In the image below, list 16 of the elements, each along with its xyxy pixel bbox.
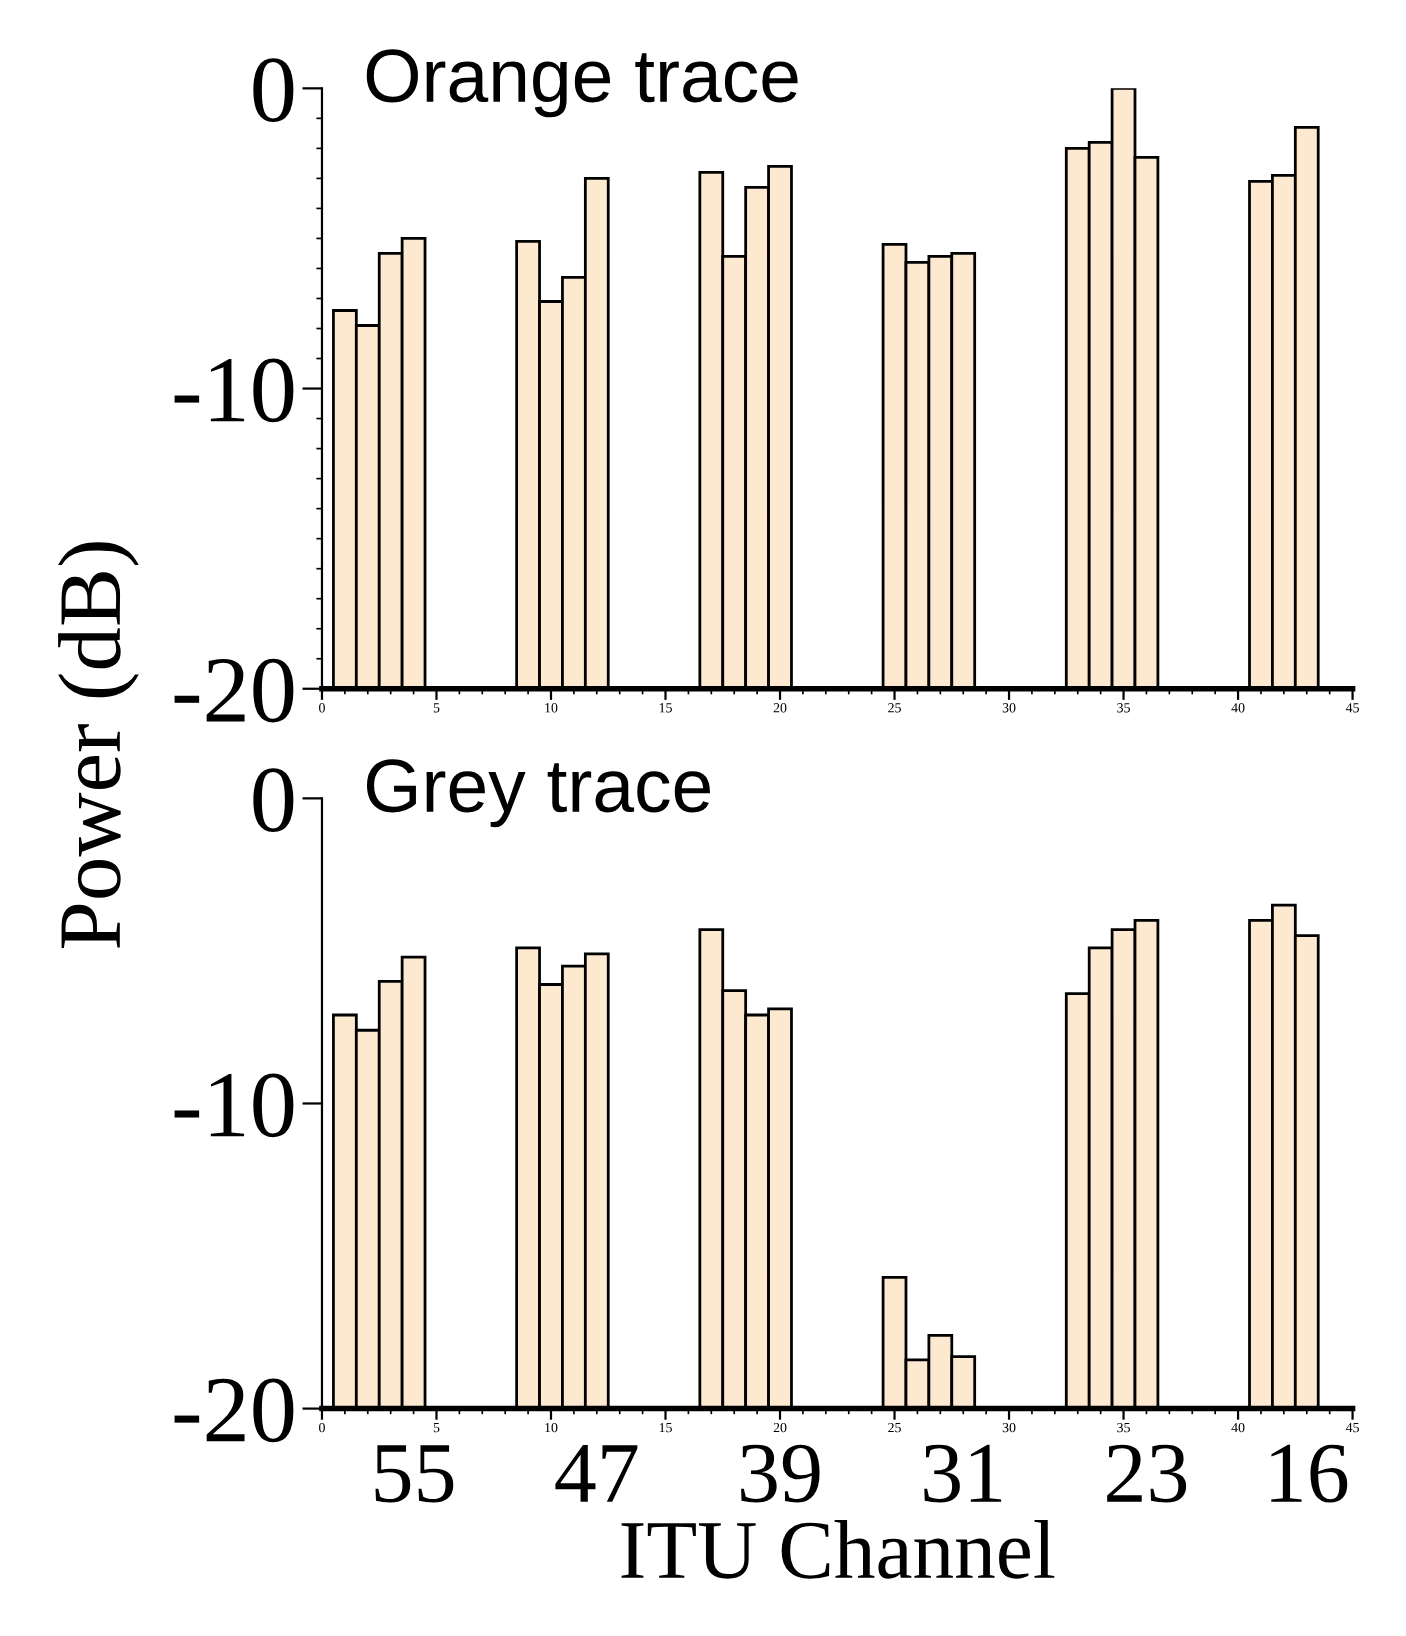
x2-tick-label: 39 — [741, 1444, 820, 1503]
y-tick-label: 0 — [253, 768, 294, 833]
x2-tick-label: 31 — [924, 1444, 1002, 1503]
y-tick-label: -10 — [174, 358, 294, 423]
y-axis-title: Power (dB) — [58, 542, 139, 948]
y-tick-label: -20 — [174, 658, 294, 723]
x2-tick-label: 16 — [1271, 1444, 1348, 1503]
y-tick-label: -10 — [174, 1073, 294, 1138]
y-tick-label: -20 — [174, 1378, 294, 1443]
y-tick-label: 0 — [253, 58, 294, 123]
x2-tick-label: 55 — [375, 1445, 454, 1503]
x2-axis-title: ITU Channel — [621, 1520, 1055, 1579]
chart-title: Grey trace — [366, 759, 710, 828]
x2-tick-label: 47 — [555, 1445, 638, 1502]
x2-tick-label: 23 — [1107, 1444, 1187, 1503]
chart-title: Orange trace — [366, 49, 798, 118]
